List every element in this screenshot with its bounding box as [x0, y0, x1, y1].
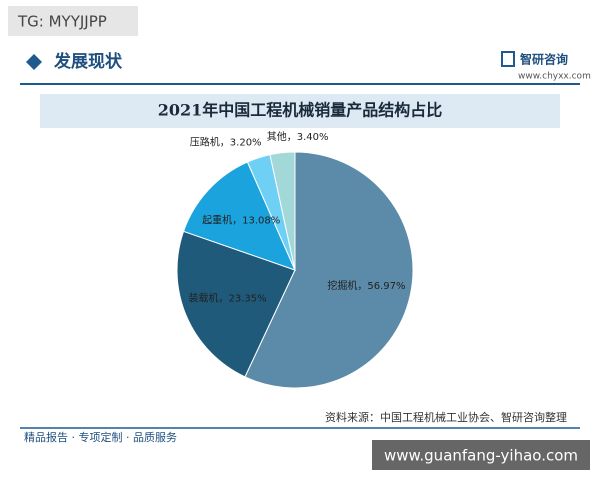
brand: 智研咨询	[519, 52, 568, 67]
slice-label: 其他，3.40%	[267, 130, 329, 143]
watermark-box	[372, 440, 590, 470]
badge: TG: MYYJJPP	[17, 13, 107, 31]
source: 资料来源：中国工程机械工业协会、智研咨询整理	[325, 410, 567, 424]
pie-slice	[244, 151, 414, 389]
slogan: 精品报告 · 专项定制 · 品质服务	[24, 430, 177, 444]
title-box	[40, 94, 560, 128]
slice-label: 压路机，3.20%	[190, 136, 262, 149]
badge-box	[8, 6, 138, 36]
slice-label: 起重机，13.08%	[202, 213, 280, 226]
pie-slice	[269, 151, 296, 271]
watermark: www.guanfang-yihao.com	[384, 447, 578, 465]
section-title: 发展现状	[53, 51, 123, 72]
slice-label: 挖掘机，56.97%	[327, 279, 405, 292]
pie-slice	[176, 230, 296, 378]
pie: 挖掘机，56.97% 装载机，23.35% 起重机，13.08% 压路机，3.20% 其…	[176, 130, 414, 389]
logo-icon	[501, 51, 515, 67]
diamond-icon	[26, 54, 42, 70]
chart-title: 2021年中国工程机械销量产品结构占比	[158, 101, 443, 120]
slice-label: 装载机，23.35%	[189, 291, 267, 304]
site: www.chyxx.com	[518, 72, 591, 82]
pie-slice	[182, 161, 296, 271]
